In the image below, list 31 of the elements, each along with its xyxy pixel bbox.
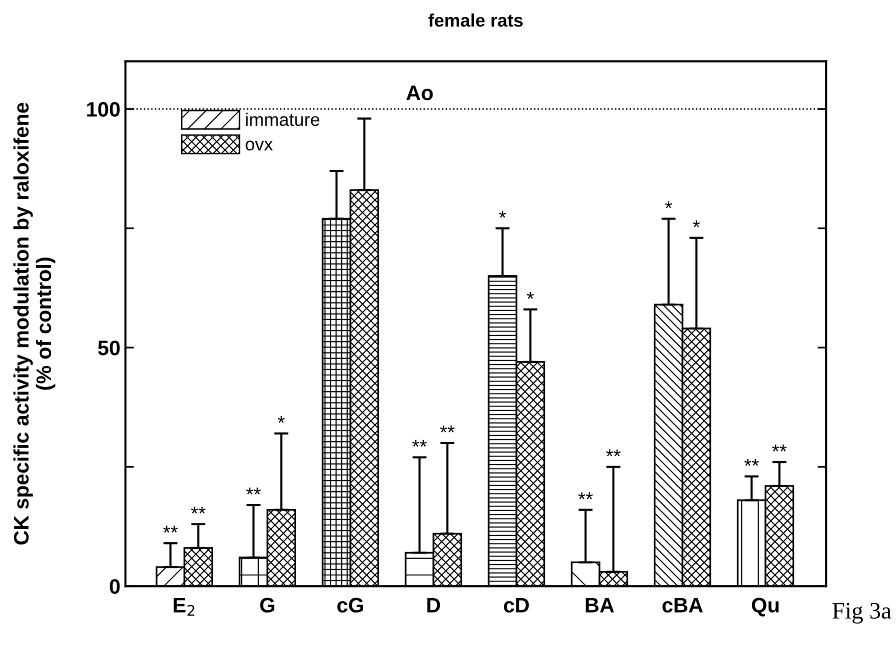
annotation: ** (163, 526, 178, 533)
annotation: * (526, 292, 534, 299)
annotation: ** (578, 492, 593, 500)
x-tick-label: cD (504, 598, 529, 613)
x-tick-label: Qu (752, 598, 779, 616)
x-tick-label: D (427, 598, 440, 612)
annotation: ** (412, 440, 427, 447)
annotation: * (499, 210, 506, 218)
y-tick-label: 100 (87, 102, 120, 117)
annotation: ** (246, 488, 261, 494)
annotation: ** (606, 449, 621, 456)
caption: Fig 3a (832, 602, 892, 624)
y-tick-label: 50 (98, 340, 120, 356)
annotation: * (278, 416, 285, 423)
legend-label: immature (246, 112, 320, 126)
x-tick-label: cG (337, 598, 364, 613)
x-tick-label: BA (586, 598, 614, 612)
annotation: ** (191, 506, 206, 514)
annotation: ** (744, 458, 759, 466)
annotation: * (692, 220, 700, 228)
y-tick-label: 0 (110, 579, 120, 594)
annotation: ** (772, 444, 787, 452)
annotation: ** (440, 426, 455, 432)
y-axis-title: CK specific activity modulation by raloxifene (% of control) (13, 102, 56, 545)
annotation: * (665, 201, 672, 208)
x-tick-label: E$_{2}$ (174, 598, 194, 616)
annotation: Ao (406, 86, 433, 100)
x-tick-label: cBA (662, 598, 703, 613)
chart-title: female rats (428, 13, 523, 27)
x-tick-label: G (260, 598, 274, 613)
legend-label: ovx (246, 140, 273, 151)
